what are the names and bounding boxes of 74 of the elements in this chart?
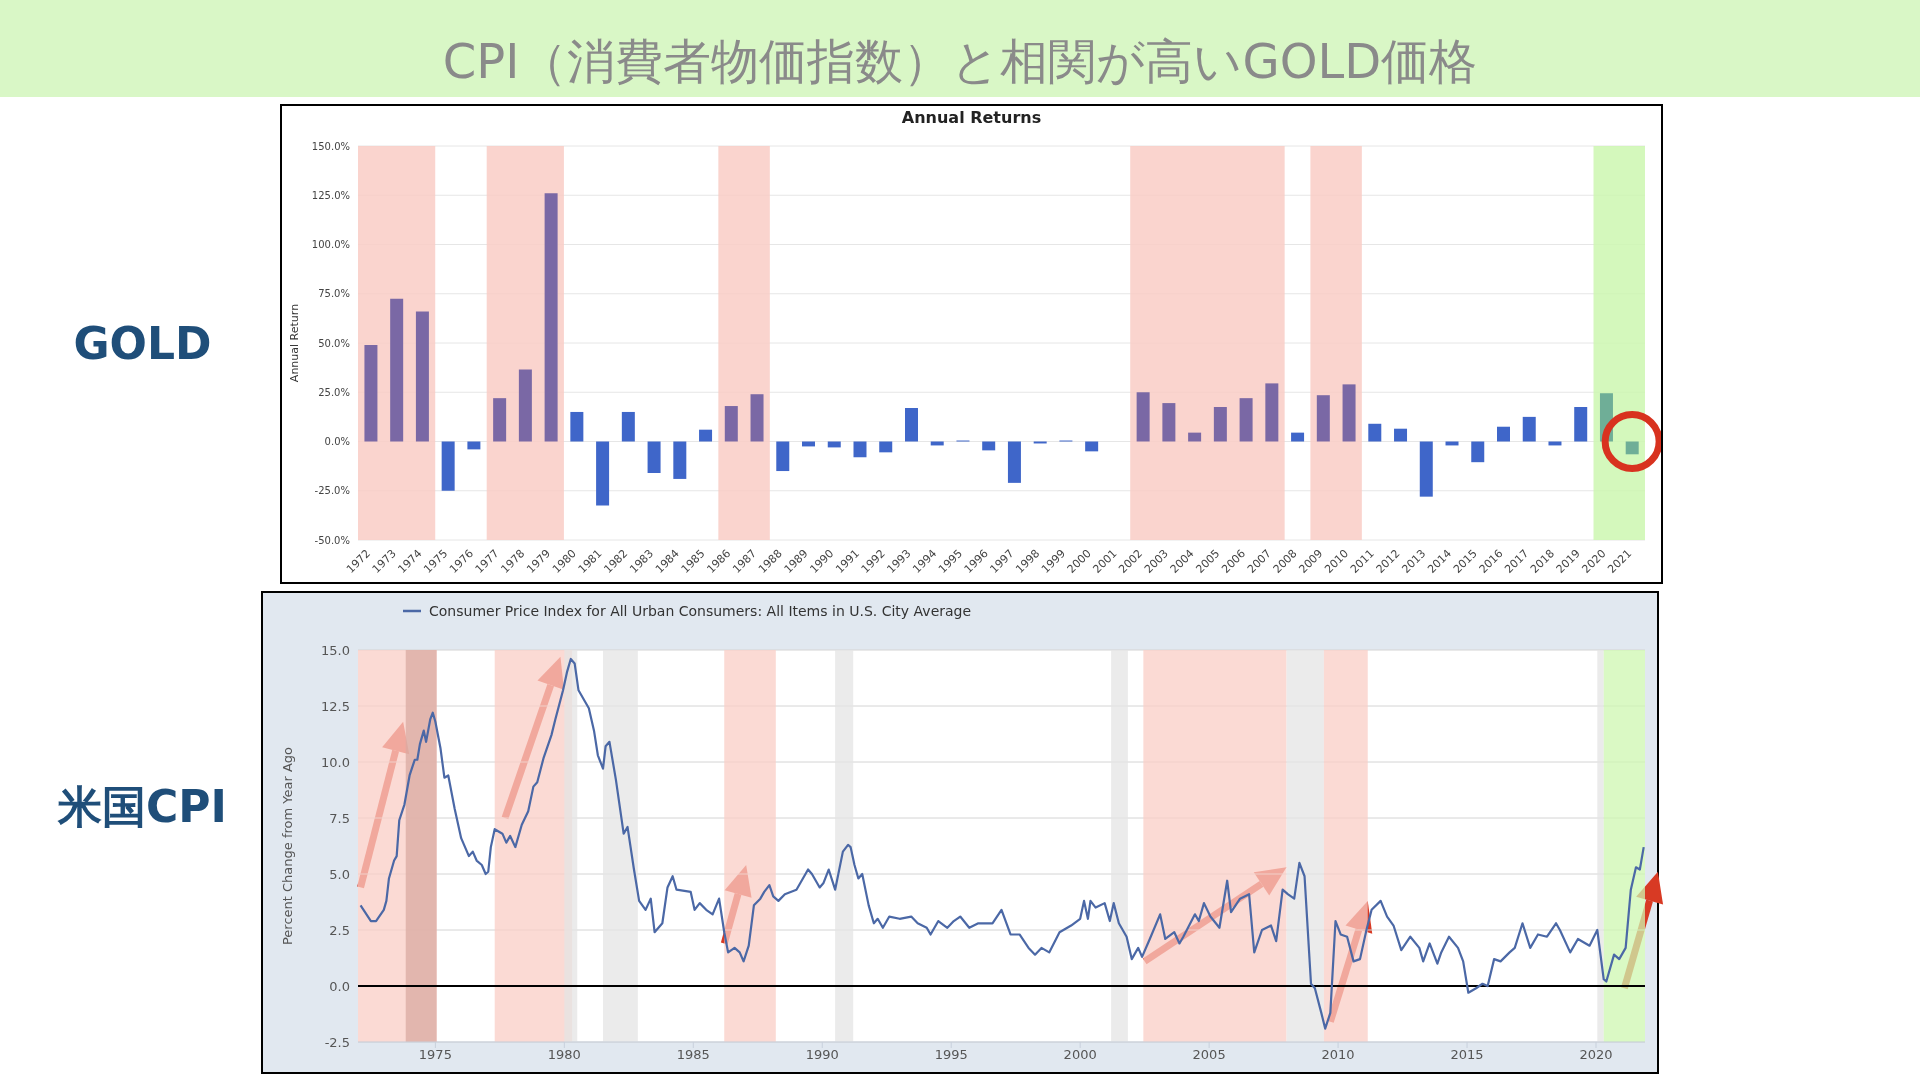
x-tick-label: 1985 xyxy=(676,1047,710,1063)
y-tick-label: -25.0% xyxy=(314,485,350,497)
bar xyxy=(1316,395,1330,442)
bar xyxy=(699,429,713,442)
text: GOLD xyxy=(72,318,213,369)
bar xyxy=(518,369,532,442)
text: CPI（消費者物価指数）と相関が高いGOLD価格 xyxy=(0,0,1920,97)
bar xyxy=(724,406,738,442)
bar xyxy=(879,441,893,453)
chart-title: Annual Returns xyxy=(900,108,1043,127)
y-tick-label: 2.5 xyxy=(329,922,350,938)
y-tick-label: 0.0 xyxy=(329,978,350,994)
y-axis-title: Annual Return xyxy=(287,303,301,383)
bar xyxy=(596,441,610,506)
x-tick-label: 2005 xyxy=(1192,1047,1226,1063)
bar xyxy=(390,298,404,442)
y-tick-label: 10.0 xyxy=(321,754,350,770)
bar xyxy=(1342,384,1356,442)
y-tick-label: 25.0% xyxy=(318,386,350,398)
y-tick-label: 100.0% xyxy=(311,239,350,251)
y-tick-label: -50.0% xyxy=(314,534,350,546)
bar xyxy=(1085,441,1099,452)
bar xyxy=(982,441,996,451)
y-tick-label: 0.0% xyxy=(324,436,350,448)
y-tick-label: 50.0% xyxy=(318,337,350,349)
x-tick-label: 2010 xyxy=(1321,1047,1355,1063)
bar xyxy=(621,411,635,442)
bar xyxy=(544,193,558,442)
y-tick-label: 75.0% xyxy=(318,288,350,300)
x-tick-label: 1975 xyxy=(418,1047,452,1063)
bar xyxy=(673,441,687,479)
bar xyxy=(1291,432,1305,442)
x-tick-label: 2015 xyxy=(1450,1047,1484,1063)
x-tick-label: 1995 xyxy=(934,1047,968,1063)
bar xyxy=(364,344,378,442)
bar xyxy=(1239,398,1253,442)
bar xyxy=(853,441,867,458)
bar xyxy=(1265,383,1279,442)
bar xyxy=(1522,416,1536,442)
bar xyxy=(647,441,661,474)
bar xyxy=(441,441,455,491)
x-tick-label: 1990 xyxy=(805,1047,839,1063)
bar xyxy=(1007,441,1021,483)
y-tick-label: 150.0% xyxy=(311,140,350,152)
y-tick-label: 125.0% xyxy=(311,189,350,201)
bar xyxy=(1394,428,1408,442)
y-tick-label: -2.5 xyxy=(324,1034,350,1050)
bar xyxy=(1471,441,1485,463)
bar xyxy=(750,394,764,442)
bar xyxy=(570,411,584,442)
legend-label: Consumer Price Index for All Urban Consumers: All Items in U.S. City Average xyxy=(429,603,972,619)
bar xyxy=(1574,407,1588,442)
bar xyxy=(1625,441,1639,455)
bar xyxy=(1136,392,1150,442)
bar xyxy=(1419,441,1433,497)
y-tick-label: 12.5 xyxy=(321,698,350,714)
bar xyxy=(1188,432,1202,442)
y-tick-label: 15.0 xyxy=(321,642,350,658)
x-tick-label: 2020 xyxy=(1579,1047,1613,1063)
bar xyxy=(1497,426,1510,442)
y-axis-title: Percent Change from Year Ago xyxy=(279,746,295,946)
bar xyxy=(415,311,429,442)
y-tick-label: 5.0 xyxy=(329,866,350,882)
y-tick-label: 7.5 xyxy=(329,810,350,826)
bar xyxy=(1162,403,1176,442)
bar xyxy=(1213,407,1227,442)
x-tick-label: 2000 xyxy=(1063,1047,1097,1063)
bar xyxy=(776,441,790,472)
text: 米国CPI xyxy=(57,780,228,834)
x-tick-label: 1980 xyxy=(547,1047,581,1063)
bar xyxy=(493,398,507,442)
bar xyxy=(1368,423,1382,442)
line-series xyxy=(359,657,1645,1030)
bar xyxy=(904,408,918,442)
